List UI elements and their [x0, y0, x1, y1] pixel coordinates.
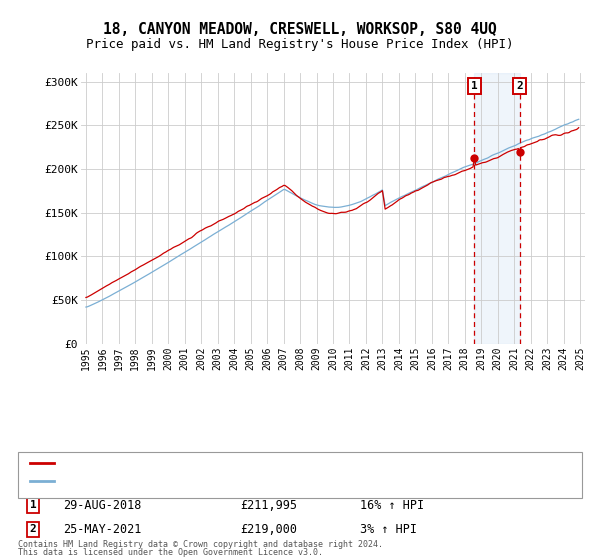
Text: 3% ↑ HPI: 3% ↑ HPI — [360, 522, 417, 536]
Text: 18, CANYON MEADOW, CRESWELL, WORKSOP, S80 4UQ (detached house): 18, CANYON MEADOW, CRESWELL, WORKSOP, S8… — [60, 458, 448, 468]
Text: £219,000: £219,000 — [240, 522, 297, 536]
Text: This data is licensed under the Open Government Licence v3.0.: This data is licensed under the Open Gov… — [18, 548, 323, 557]
Text: £211,995: £211,995 — [240, 498, 297, 512]
Text: 2: 2 — [516, 81, 523, 91]
Text: 25-MAY-2021: 25-MAY-2021 — [63, 522, 142, 536]
Text: 1: 1 — [471, 81, 478, 91]
Text: 18, CANYON MEADOW, CRESWELL, WORKSOP, S80 4UQ: 18, CANYON MEADOW, CRESWELL, WORKSOP, S8… — [103, 22, 497, 38]
Text: 16% ↑ HPI: 16% ↑ HPI — [360, 498, 424, 512]
Text: 2: 2 — [29, 524, 37, 534]
Text: 1: 1 — [29, 500, 37, 510]
Bar — [475, 73, 520, 344]
Text: 29-AUG-2018: 29-AUG-2018 — [63, 498, 142, 512]
Text: HPI: Average price, detached house, Bolsover: HPI: Average price, detached house, Bols… — [60, 476, 335, 486]
Text: Contains HM Land Registry data © Crown copyright and database right 2024.: Contains HM Land Registry data © Crown c… — [18, 540, 383, 549]
Text: Price paid vs. HM Land Registry's House Price Index (HPI): Price paid vs. HM Land Registry's House … — [86, 38, 514, 51]
